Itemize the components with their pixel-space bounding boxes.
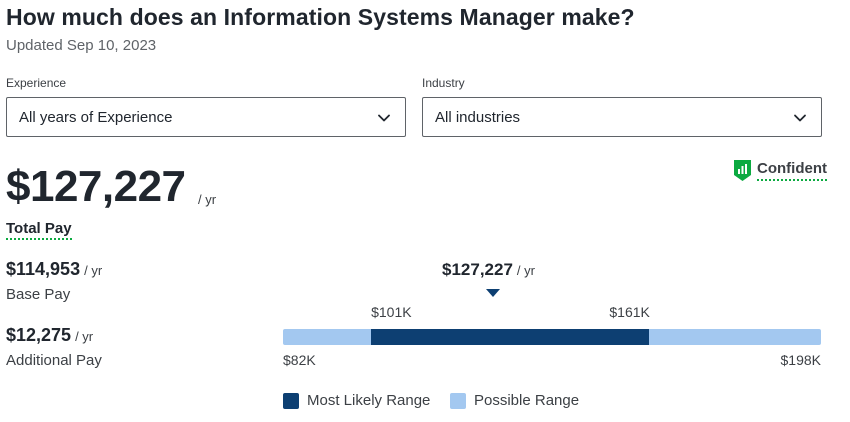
additional-pay-label: Additional Pay [6,352,102,369]
industry-select-value: All industries [435,108,521,126]
experience-label: Experience [6,76,67,90]
possible-range-bar [283,329,821,345]
chevron-down-icon [794,114,806,122]
median-pay-unit: / yr [516,263,535,278]
industry-select[interactable]: All industries [422,97,822,137]
range-max-label: $198K [780,352,821,368]
page-title: How much does an Information Systems Man… [6,4,635,30]
base-pay-label: Base Pay [6,286,71,303]
legend-most-likely: Most Likely Range [283,392,430,409]
additional-pay-value: $12,275 [6,325,72,345]
base-pay-unit: / yr [84,263,103,278]
legend-swatch-possible [450,392,466,409]
legend-possible-label: Possible Range [474,392,580,409]
legend-possible: Possible Range [450,392,579,409]
range-min-label: $82K [283,352,316,368]
legend-swatch-most-likely [283,392,299,409]
legend-most-likely-label: Most Likely Range [307,392,431,409]
updated-date: Updated Sep 10, 2023 [6,37,157,54]
base-pay-amount: $114,953/ yr [6,259,102,280]
experience-select[interactable]: All years of Experience [6,97,406,137]
shield-chart-icon [734,160,751,181]
median-pay-value: $127,227 [442,260,513,279]
most-likely-range-bar [371,329,650,345]
base-pay-value: $114,953 [6,259,81,279]
total-pay-unit: / yr [198,192,217,207]
additional-pay-unit: / yr [75,329,94,344]
median-marker-icon [485,289,500,297]
industry-label: Industry [422,76,465,90]
likely-high-label: $161K [609,304,650,320]
confidence-indicator[interactable]: Confident [734,160,827,181]
chevron-down-icon [378,114,390,122]
total-pay-link[interactable]: Total Pay [6,220,72,240]
additional-pay-amount: $12,275/ yr [6,325,93,346]
median-pay-label: $127,227/ yr [442,260,535,280]
experience-select-value: All years of Experience [19,108,173,126]
confidence-label: Confident [757,160,827,181]
likely-low-label: $101K [371,304,412,320]
total-pay-amount: $127,227 [6,162,186,211]
